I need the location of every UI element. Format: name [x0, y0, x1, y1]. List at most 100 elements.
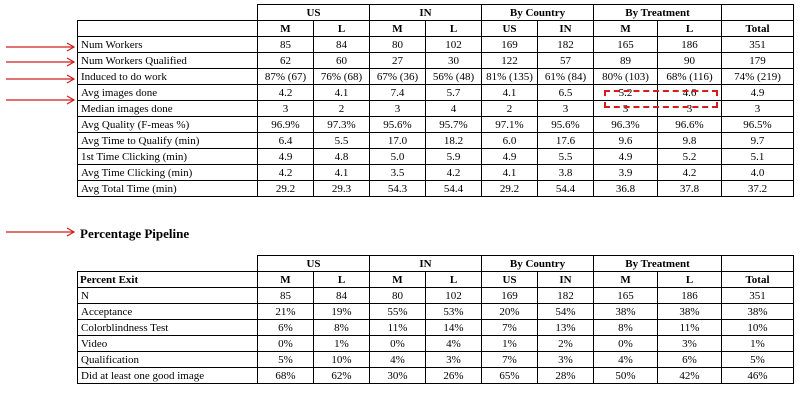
- corner-label: Percent Exit: [77, 271, 258, 288]
- table-cell: 5%: [721, 351, 795, 368]
- table-cell: 54%: [537, 303, 595, 320]
- table-cell: 0%: [257, 335, 314, 352]
- table-cell: 2: [313, 100, 370, 117]
- table-cell: 169: [481, 36, 539, 53]
- table-row: Did at least one good image 68% 62% 30% 26% 6…: [77, 367, 795, 384]
- table-row: Avg Total Time (min) 29.2 29.3 54.3 54.4 29.2…: [77, 180, 795, 197]
- table-row: 1st Time Clicking (min) 4.9 4.8 5.0 5.9 4.9 5.…: [77, 148, 795, 165]
- table-row: Avg Time to Qualify (min) 6.4 5.5 17.0 18.2 6…: [77, 132, 795, 149]
- table-cell: 182: [537, 287, 595, 304]
- subheader: L: [657, 271, 723, 288]
- corner-cell: [77, 255, 258, 272]
- group-header-us: US: [257, 255, 370, 272]
- group-header-by-treatment: By Treatment: [593, 4, 723, 21]
- arrow-icon: [6, 95, 76, 105]
- table-subheader-row: Percent Exit M L M L US IN M L Total: [77, 271, 795, 288]
- table-cell: 96.9%: [257, 116, 314, 133]
- row-label: Colorblindness Test: [77, 319, 258, 336]
- table-cell: 2%: [537, 335, 595, 352]
- table-cell: 53%: [424, 303, 483, 320]
- table-cell: 10%: [313, 351, 370, 368]
- table-cell: 42%: [657, 367, 723, 384]
- table-cell: 9.6: [593, 132, 659, 149]
- table-cell: 36.8: [593, 180, 659, 197]
- table-cell: 17.0: [369, 132, 426, 149]
- table-cell: 351: [721, 287, 795, 304]
- row-label: N: [77, 287, 258, 304]
- table-row: Avg Quality (F-meas %) 96.9% 97.3% 95.6% 95.…: [77, 116, 795, 133]
- table-cell: 97.3%: [313, 116, 370, 133]
- subheader: M: [257, 271, 314, 288]
- table-cell: 9.8: [657, 132, 723, 149]
- table-cell: 5.5: [537, 148, 595, 165]
- arrow-icon: [6, 227, 76, 237]
- table-cell: 186: [657, 287, 723, 304]
- table-cell: 62: [257, 52, 314, 69]
- row-label: Avg Time to Qualify (min): [77, 132, 258, 149]
- table-row: Avg Time Clicking (min) 4.2 4.1 3.5 4.2 4.1 3.…: [77, 164, 795, 181]
- arrow-icon: [6, 57, 76, 67]
- table-cell: 3.9: [593, 164, 659, 181]
- table-cell: 26%: [424, 367, 483, 384]
- table-cell: 5.2: [657, 148, 723, 165]
- table-cell: 46%: [721, 367, 795, 384]
- group-header-by-country: By Country: [481, 255, 595, 272]
- table-cell: 1%: [313, 335, 370, 352]
- table-cell: 4.9: [481, 148, 539, 165]
- group-header-by-treatment: By Treatment: [593, 255, 723, 272]
- table-cell: 4.8: [313, 148, 370, 165]
- subheader: M: [369, 20, 426, 37]
- table-cell: 95.7%: [424, 116, 483, 133]
- subheader: IN: [537, 20, 595, 37]
- subheader: M: [257, 20, 314, 37]
- table-cell: 38%: [721, 303, 795, 320]
- table-cell: 14%: [424, 319, 483, 336]
- table-cell: 165: [593, 36, 659, 53]
- corner-cell: [77, 4, 258, 21]
- table-cell: 1%: [481, 335, 539, 352]
- table-cell: 179: [721, 52, 795, 69]
- table-cell: 19%: [313, 303, 370, 320]
- table-cell: 96.6%: [657, 116, 723, 133]
- table-cell: 4.1: [313, 84, 370, 101]
- subheader: US: [481, 20, 539, 37]
- table-cell: 29.3: [313, 180, 370, 197]
- table-cell: 96.5%: [721, 116, 795, 133]
- table-cell: 5.1: [721, 148, 795, 165]
- table-cell: 80: [369, 287, 426, 304]
- table-cell: 28%: [537, 367, 595, 384]
- table-cell: 37.2: [721, 180, 795, 197]
- table-row: Colorblindness Test 6% 8% 11% 14% 7% 13% 8% 11% 1…: [77, 319, 795, 336]
- table-cell: 56% (48): [424, 68, 483, 85]
- table-row: Avg images done 4.2 4.1 7.4 5.7 4.1 6.5 5.2 4.6 4…: [77, 84, 795, 101]
- table-cell: 3.5: [369, 164, 426, 181]
- table-cell: 84: [313, 287, 370, 304]
- table-cell: 8%: [593, 319, 659, 336]
- table-cell: 68%: [257, 367, 314, 384]
- table-cell: 0%: [593, 335, 659, 352]
- table-cell: 65%: [481, 367, 539, 384]
- table-cell: 182: [537, 36, 595, 53]
- table-cell: 5.0: [369, 148, 426, 165]
- table-cell: 85: [257, 287, 314, 304]
- table-cell: 6.4: [257, 132, 314, 149]
- table-cell: 3%: [424, 351, 483, 368]
- table-cell: 4.0: [721, 164, 795, 181]
- table-cell: 11%: [369, 319, 426, 336]
- table-subheader-row: M L M L US IN M L Total: [77, 20, 795, 37]
- table-cell: 4.9: [257, 148, 314, 165]
- table-cell: 4.2: [257, 164, 314, 181]
- table-cell: 60: [313, 52, 370, 69]
- table-cell: 68% (116): [657, 68, 723, 85]
- table-cell: 30%: [369, 367, 426, 384]
- table-cell: 3: [257, 100, 314, 117]
- table-cell: 6.0: [481, 132, 539, 149]
- row-label: Median images done: [77, 100, 258, 117]
- table-row: Num Workers 85 84 80 102 169 182 165 186 351: [77, 36, 795, 53]
- table-cell: 4.1: [481, 84, 539, 101]
- table-cell: 10%: [721, 319, 795, 336]
- table-cell: 89: [593, 52, 659, 69]
- table-cell: 5.5: [313, 132, 370, 149]
- table-cell: 4.1: [313, 164, 370, 181]
- row-label: 1st Time Clicking (min): [77, 148, 258, 165]
